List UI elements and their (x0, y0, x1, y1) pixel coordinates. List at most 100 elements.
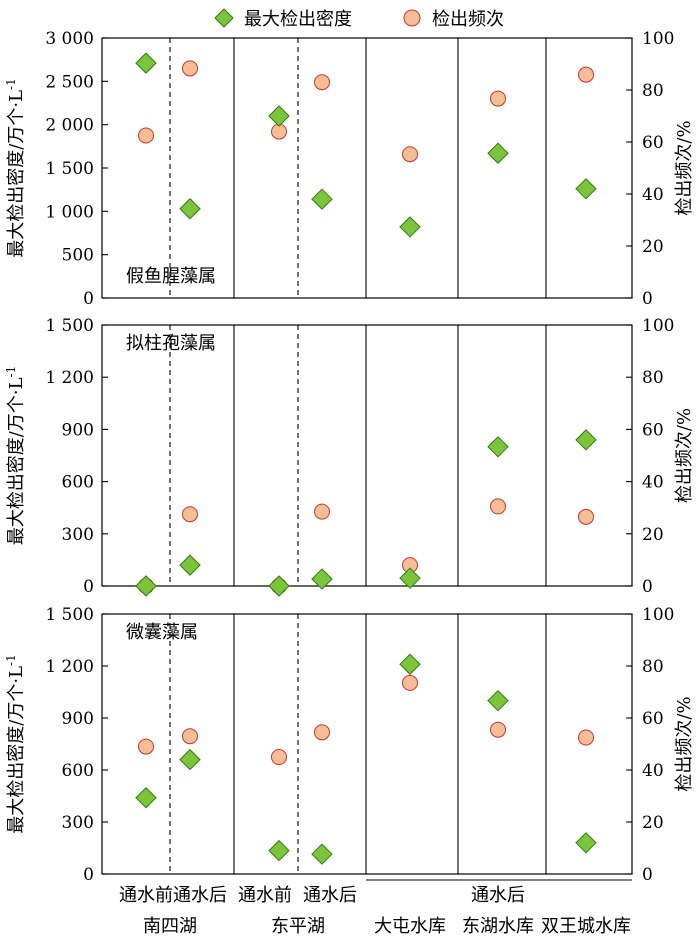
category-label: 通水前 (238, 885, 292, 906)
left-tick-label: 600 (62, 473, 94, 493)
left-tick-label: 1 500 (45, 316, 94, 336)
category-label: 通水前 (119, 885, 173, 906)
left-tick-label: 600 (62, 761, 94, 781)
panel-2: 0 300 600 900 1 200 1 500 0 20 40 60 80 100 拟柱孢藻属最大检… (4, 316, 695, 597)
right-tick-label: 40 (642, 473, 664, 493)
frequency-point (490, 90, 506, 107)
group-label: 东平湖 (271, 916, 325, 937)
left-tick-label: 900 (62, 709, 94, 729)
density-point (487, 436, 509, 458)
group-label: 通水后 (471, 885, 525, 906)
left-tick-label: 2 000 (45, 116, 94, 136)
panel-1: 0 500 1 000 1 500 2 000 2 500 3 000 0 20 40 60 80 10… (4, 29, 695, 309)
right-tick-label: 20 (642, 813, 664, 833)
left-tick-label: 1 500 (45, 159, 94, 179)
panel-frame (101, 37, 633, 299)
left-axis-title-sup: -1 (4, 654, 18, 666)
left-axis-title: 最大检出密度/万个·L-1 (4, 78, 27, 257)
left-tick-label: 1 000 (45, 202, 94, 222)
left-axis-title: 最大检出密度/万个·L-1 (4, 366, 27, 545)
panel-frame (101, 324, 633, 587)
legend-density-marker (214, 8, 234, 28)
left-tick-label: 2 500 (45, 72, 94, 92)
panel-3: 0 300 600 900 1 200 1 500 0 20 40 60 80 100 微囊藻属最大检出… (4, 605, 695, 885)
frequency-point (490, 498, 506, 515)
category-label: 通水后 (303, 885, 357, 906)
right-tick-label: 60 (642, 133, 664, 153)
density-point (179, 554, 201, 576)
legend-density-label: 最大检出密度 (244, 9, 352, 30)
density-point (399, 653, 421, 675)
density-point (268, 105, 290, 127)
density-point (311, 568, 333, 590)
frequency-point (314, 503, 330, 520)
right-tick-label: 0 (642, 865, 653, 885)
right-axis-title: 检出频次/% (674, 696, 695, 791)
right-tick-label: 60 (642, 420, 664, 440)
density-point (575, 178, 597, 200)
frequency-point (402, 674, 418, 691)
density-point (268, 575, 290, 597)
right-tick-label: 20 (642, 237, 664, 257)
density-point (135, 52, 157, 74)
left-tick-label: 1 200 (45, 368, 94, 388)
frequency-point (314, 724, 330, 741)
right-tick-label: 100 (642, 29, 674, 49)
density-point (135, 787, 157, 809)
frequency-point (138, 738, 154, 755)
density-point (575, 832, 597, 854)
legend-frequency-label: 检出频次 (432, 9, 504, 30)
right-tick-label: 80 (642, 81, 664, 101)
density-point (179, 748, 201, 771)
category-label: 通水后 (173, 885, 227, 906)
frequency-point (138, 127, 154, 144)
frequency-point (314, 74, 330, 91)
frequency-point (578, 729, 594, 746)
right-tick-label: 0 (642, 577, 653, 597)
left-tick-label: 0 (83, 577, 94, 597)
right-tick-label: 20 (642, 525, 664, 545)
panel-title: 微囊藻属 (126, 622, 198, 643)
density-point (487, 689, 509, 712)
density-point (311, 188, 333, 210)
frequency-point (271, 749, 287, 765)
left-tick-label: 0 (83, 289, 94, 309)
group-label: 南四湖 (143, 916, 197, 937)
left-tick-label: 0 (83, 865, 94, 885)
category-label: 东湖水库 (462, 916, 534, 937)
right-tick-label: 40 (642, 185, 664, 205)
frequency-point (182, 728, 198, 745)
category-label: 大屯水库 (374, 916, 446, 937)
right-axis-title: 检出频次/% (674, 120, 695, 215)
density-point (311, 843, 333, 865)
left-tick-label: 1 200 (45, 657, 94, 677)
left-tick-label: 300 (62, 525, 94, 545)
right-tick-label: 0 (642, 289, 653, 309)
density-point (268, 839, 290, 862)
right-tick-label: 40 (642, 761, 664, 781)
frequency-point (182, 60, 198, 77)
density-point (399, 216, 421, 238)
right-tick-label: 80 (642, 368, 664, 388)
frequency-point (490, 721, 506, 738)
left-tick-label: 3 000 (45, 29, 94, 49)
panel-title: 拟柱孢藻属 (126, 333, 216, 354)
left-tick-label: 900 (62, 420, 94, 440)
legend: 最大检出密度 检出频次 (214, 8, 504, 30)
density-point (135, 575, 157, 597)
frequency-point (578, 508, 594, 525)
left-tick-label: 300 (62, 813, 94, 833)
category-label: 双王城水库 (541, 916, 631, 937)
density-point (487, 142, 509, 164)
left-axis-title: 最大检出密度/万个·L-1 (4, 654, 27, 833)
left-axis-title-sup: -1 (4, 78, 18, 90)
left-tick-label: 1 500 (45, 605, 94, 625)
right-tick-label: 80 (642, 657, 664, 677)
frequency-point (578, 66, 594, 83)
right-tick-label: 60 (642, 709, 664, 729)
density-point (179, 198, 201, 220)
frequency-point (182, 506, 198, 523)
